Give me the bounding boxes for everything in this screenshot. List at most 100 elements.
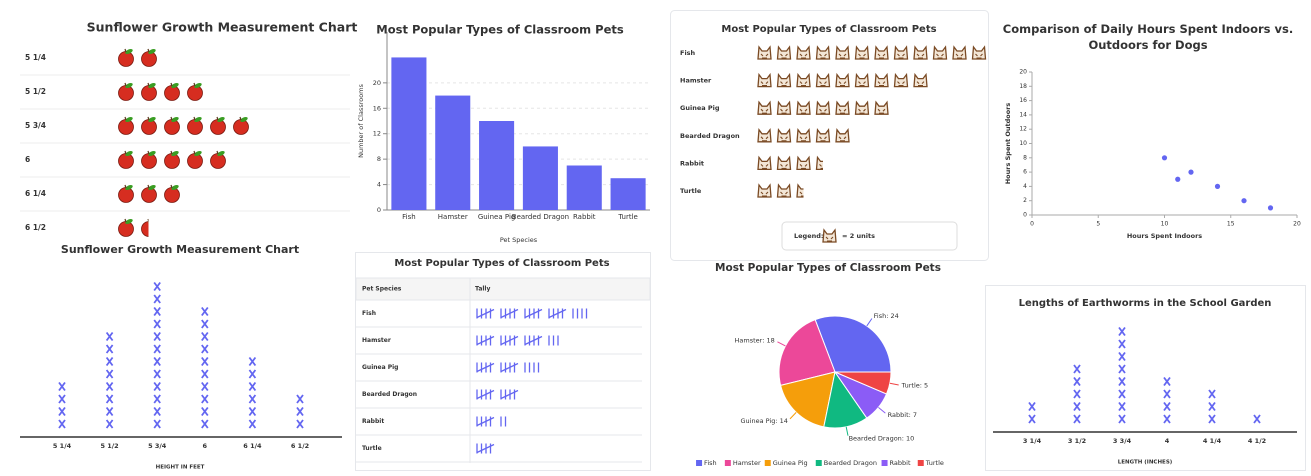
x-mark (201, 394, 209, 404)
row-label: Guinea Pig (680, 104, 720, 112)
x-mark (153, 369, 161, 379)
icon (835, 72, 850, 88)
x-tick-label: Rabbit (573, 213, 596, 221)
panel-border (985, 285, 1306, 471)
icon (835, 45, 850, 60)
x-mark (201, 381, 209, 392)
tally (476, 416, 507, 427)
icon (952, 45, 967, 60)
y-tick-label: 8 (1023, 154, 1027, 161)
x-mark (1118, 351, 1126, 362)
icon (874, 45, 889, 60)
y-tick-label: 10 (1019, 140, 1027, 147)
x-marks (1253, 414, 1261, 424)
x-mark (1118, 401, 1126, 412)
chart-title: Comparison of Daily Hours Spent Indoors … (1002, 22, 1294, 52)
tally-strike (500, 362, 519, 373)
x-mark (153, 319, 161, 329)
x-marks (1163, 376, 1171, 424)
icon (233, 116, 249, 135)
row-label: Guinea Pig (362, 364, 398, 371)
icon (187, 116, 203, 135)
x-tick-label: 6 1/4 (243, 442, 262, 450)
x-mark (58, 419, 66, 429)
x-mark (1163, 389, 1171, 399)
legend-title: Legend: (794, 232, 824, 240)
chart-title: Sunflower Growth Measurement Chart (61, 243, 299, 256)
x-tick-label: 20 (1293, 221, 1301, 228)
y-tick-label: 8 (377, 155, 381, 163)
icon (893, 45, 909, 60)
row-label: Hamster (680, 77, 712, 85)
y-tick-label: 20 (1019, 69, 1027, 76)
legend-icon (822, 228, 837, 243)
label-line (889, 382, 899, 386)
icon (187, 150, 203, 169)
tally (476, 308, 588, 319)
icon (893, 72, 909, 88)
icon (796, 45, 811, 60)
icon-row (757, 72, 928, 88)
x-mark (105, 406, 114, 417)
icon (796, 100, 811, 115)
label-line (878, 407, 886, 414)
point (1175, 176, 1181, 182)
x-mark (296, 419, 304, 429)
x-mark (1163, 376, 1171, 387)
x-mark (153, 306, 161, 317)
legend-swatch (917, 460, 924, 466)
x-marks (296, 394, 304, 429)
icon (796, 183, 804, 198)
icon-row (118, 218, 149, 237)
y-tick-label: 12 (1019, 126, 1027, 133)
icon (835, 128, 850, 143)
x-marks (248, 356, 257, 429)
row-label: Turtle (680, 187, 702, 195)
icon (913, 72, 928, 88)
x-marks (1208, 389, 1216, 424)
legend-label: Bearded Dragon (824, 459, 877, 467)
x-mark (1163, 401, 1171, 412)
bar (610, 178, 646, 210)
x-mark (1073, 414, 1081, 424)
x-mark (105, 394, 114, 404)
icon-row (757, 183, 804, 198)
data-label: Fish: 24 (874, 312, 899, 320)
bar (479, 121, 515, 210)
tally (476, 389, 519, 400)
chart-title: Sunflower Growth Measurement Chart (87, 20, 358, 35)
icon (757, 183, 772, 198)
icon (164, 116, 180, 135)
icon-row (757, 128, 850, 143)
row-label: Bearded Dragon (362, 391, 417, 398)
icon-row (757, 155, 823, 171)
x-mark (248, 369, 257, 379)
x-mark (105, 356, 114, 367)
legend-swatch (764, 460, 771, 466)
y-tick-label: 16 (373, 104, 381, 112)
row-label: Bearded Dragon (680, 132, 740, 140)
x-mark (153, 344, 161, 354)
label-line (866, 318, 873, 327)
legend-label: Guinea Pig (773, 459, 808, 467)
x-mark (296, 394, 304, 404)
y-tick-label: 2 (1023, 197, 1027, 204)
x-tick-label: 3 1/2 (1068, 437, 1086, 445)
icon (164, 150, 180, 169)
table-header (355, 277, 651, 301)
x-tick-label: 0 (1030, 221, 1034, 228)
icon-row (118, 150, 226, 169)
column-header: Tally (475, 286, 490, 293)
x-axis-label: Hours Spent Indoors (1127, 232, 1202, 240)
icon-row (118, 48, 157, 67)
x-mark (1253, 414, 1261, 424)
x-mark (58, 381, 66, 392)
table-title: Most Popular Types of Classroom Pets (394, 258, 609, 269)
y-tick-label: 18 (1019, 83, 1027, 90)
x-mark (105, 331, 114, 342)
x-mark (105, 419, 114, 429)
x-mark (1163, 414, 1171, 424)
icon (118, 184, 134, 203)
